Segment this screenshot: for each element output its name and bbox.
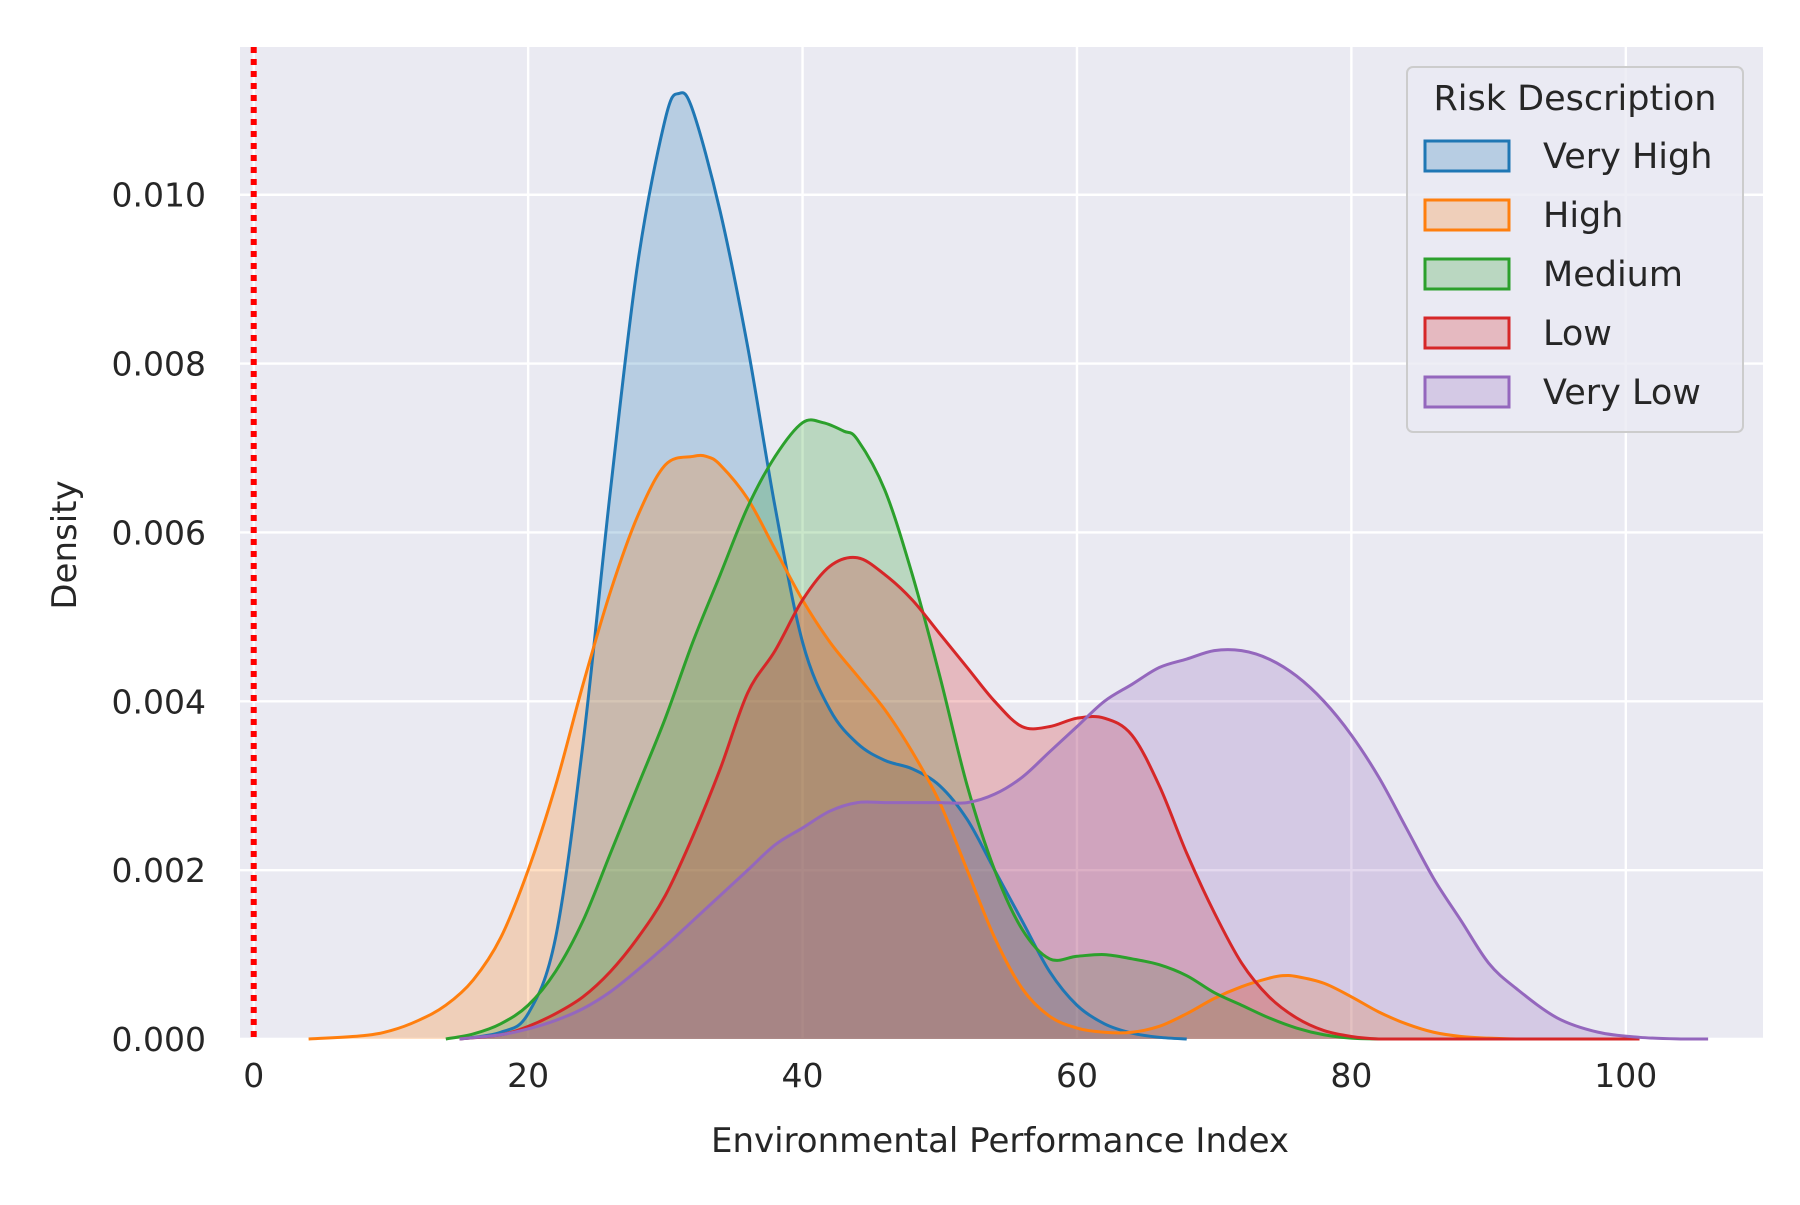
y-tick-label: 0.006 xyxy=(112,513,206,552)
density-line-low xyxy=(459,555,1640,1041)
legend-frame xyxy=(1406,66,1744,433)
y-tick-label: 0.002 xyxy=(112,851,206,890)
y-axis-label: Density xyxy=(45,480,85,609)
density-area-very-high xyxy=(459,92,1187,1040)
x-tick-label: 60 xyxy=(1056,1056,1098,1095)
legend-swatch xyxy=(1423,316,1511,350)
x-tick-label: 80 xyxy=(1330,1056,1372,1095)
density-area-low xyxy=(459,557,1640,1039)
legend-item-low: Low xyxy=(1423,314,1612,354)
density-area-medium xyxy=(445,419,1379,1039)
legend-label: Medium xyxy=(1543,255,1683,295)
legend: Risk Description Very HighHighMediumLowV… xyxy=(1406,66,1744,433)
density-area-high xyxy=(308,455,1558,1039)
legend-swatch xyxy=(1423,139,1511,173)
legend-swatch xyxy=(1423,257,1511,291)
legend-title: Risk Description xyxy=(1433,79,1716,119)
x-tick-label: 100 xyxy=(1594,1056,1657,1095)
y-tick-label: 0.008 xyxy=(112,345,206,384)
density-line-very-low xyxy=(459,648,1709,1041)
legend-swatch xyxy=(1423,198,1511,232)
density-line-medium xyxy=(445,418,1379,1041)
legend-item-medium: Medium xyxy=(1423,255,1683,295)
density-areas xyxy=(308,92,1709,1040)
legend-label: Very High xyxy=(1543,137,1712,177)
legend-label: Low xyxy=(1543,314,1612,354)
y-tick-label: 0.010 xyxy=(112,176,206,215)
legend-item-high: High xyxy=(1423,196,1623,236)
x-tick-label: 0 xyxy=(243,1056,264,1095)
y-tick-label: 0.004 xyxy=(112,682,206,721)
x-tick-label: 20 xyxy=(507,1056,549,1095)
x-tick-labels: 0 20 40 60 80 100 xyxy=(243,1056,1657,1095)
density-line-very-high xyxy=(459,91,1187,1041)
legend-label: Very Low xyxy=(1543,373,1701,413)
legend-items: Very High High Medium Low Very Low xyxy=(1423,137,1712,413)
density-line-high xyxy=(308,453,1558,1041)
legend-item-very-high: Very High xyxy=(1423,137,1712,177)
y-tick-label: 0.000 xyxy=(112,1020,206,1059)
x-tick-label: 40 xyxy=(782,1056,824,1095)
legend-item-very-low: Very Low xyxy=(1423,373,1701,413)
density-area-very-low xyxy=(459,649,1709,1039)
legend-label: High xyxy=(1543,196,1623,236)
y-tick-labels: 0.000 0.002 0.004 0.006 0.008 0.010 xyxy=(112,176,206,1059)
legend-swatch xyxy=(1423,375,1511,409)
density-lines xyxy=(308,91,1709,1041)
x-axis-label: Environmental Performance Index xyxy=(711,1121,1289,1161)
